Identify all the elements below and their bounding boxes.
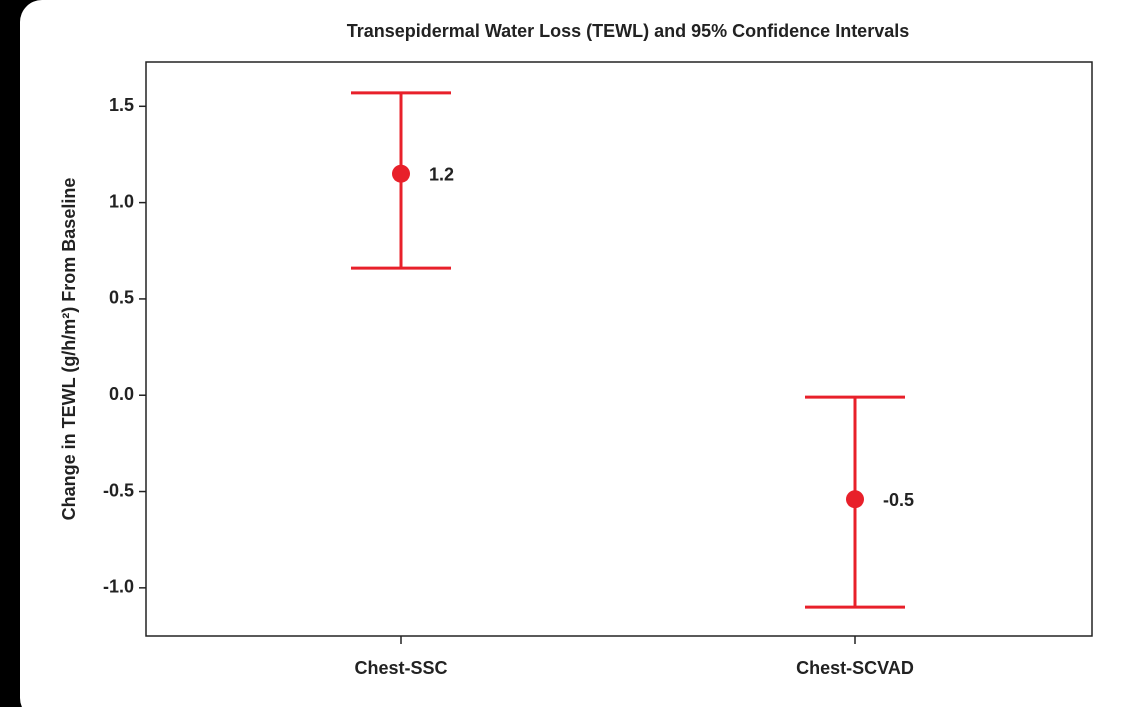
y-tick-label: 1.5 (109, 95, 134, 115)
y-axis-label: Change in TEWL (g/h/m²) From Baseline (59, 178, 79, 521)
value-label: -0.5 (883, 490, 914, 510)
x-tick-label: Chest-SCVAD (796, 658, 914, 678)
y-tick-label: -1.0 (103, 577, 134, 597)
point (392, 164, 410, 183)
y-tick-label: 1.0 (109, 191, 134, 211)
background (20, 0, 1135, 707)
value-label: 1.2 (429, 164, 454, 184)
y-tick-label: 0.0 (109, 384, 134, 404)
plot-frame (145, 61, 1093, 637)
chart-title: Transepidermal Water Loss (TEWL) and 95%… (347, 21, 909, 41)
y-tick-label: 0.5 (109, 288, 134, 308)
x-tick-label: Chest-SSC (354, 658, 447, 678)
y-tick-label: -0.5 (103, 480, 134, 500)
point (846, 490, 864, 509)
